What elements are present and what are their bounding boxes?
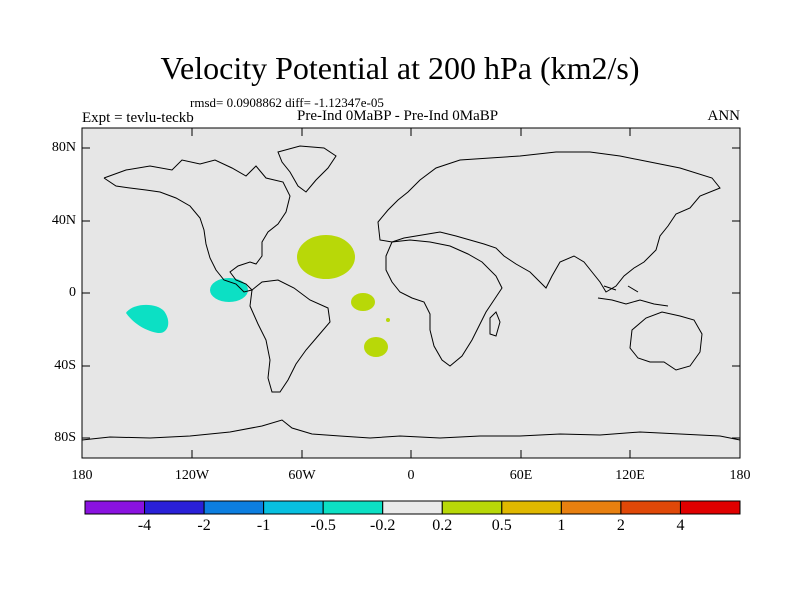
season-label: ANN — [707, 108, 741, 124]
lon-label-120w: 120W — [174, 468, 210, 483]
colorbar-label: 1 — [557, 517, 566, 534]
coast-antarctica — [81, 419, 741, 441]
colorbar-label: -4 — [137, 517, 152, 534]
coast-africa — [385, 239, 503, 367]
map-background — [82, 128, 740, 458]
colorbar-label: -0.5 — [310, 517, 336, 534]
colorbar-label: -0.2 — [370, 517, 396, 534]
contour-region-south-atlantic-positive — [364, 337, 388, 357]
contour-region-atlantic-positive — [297, 235, 355, 279]
colorbar-label: 4 — [676, 517, 685, 534]
colorbar-label: 0.2 — [432, 517, 453, 534]
lat-label-80s: 80S — [54, 430, 76, 445]
lat-label-40n: 40N — [51, 213, 76, 228]
lon-label-0: 0 — [407, 468, 415, 483]
coast-north-america — [103, 159, 291, 293]
stats-line: rmsd= 0.0908862 diff= -1.12347e-05 — [190, 95, 384, 110]
axis-ticks — [82, 128, 740, 458]
colorbar-label: 0.5 — [491, 517, 512, 534]
coast-australia — [629, 311, 703, 371]
lat-label-0: 0 — [69, 285, 76, 300]
lon-label-180w: 180 — [71, 468, 93, 483]
coast-south-america — [249, 279, 331, 393]
contour-speck-positive — [386, 318, 390, 322]
colorbar-label: 2 — [616, 517, 625, 534]
lat-label-40s: 40S — [54, 358, 76, 373]
lon-label-60e: 60E — [509, 468, 533, 483]
lon-label-180e: 180 — [729, 468, 751, 483]
comparison-label: Pre-Ind 0MaBP - Pre-Ind 0MaBP — [297, 108, 499, 124]
lon-label-120e: 120E — [615, 468, 645, 483]
coast-maritime-continent — [597, 285, 669, 307]
contour-region-east-pacific-negative — [210, 278, 248, 302]
colorbar-label: -2 — [197, 517, 211, 534]
contour-region-eq-atlantic-positive — [351, 293, 375, 311]
coast-madagascar — [489, 311, 501, 337]
contour-region-south-pacific-negative — [126, 304, 169, 334]
lat-label-80n: 80N — [51, 140, 76, 155]
coast-europe-asia — [377, 151, 721, 293]
coastlines — [81, 145, 741, 441]
colorbar-label: -1 — [256, 517, 271, 534]
lon-label-60w: 60W — [288, 468, 316, 483]
experiment-label: Expt = tevlu-teckb — [82, 110, 194, 126]
plot-title: Velocity Potential at 200 hPa (km2/s) — [160, 50, 640, 86]
coast-greenland — [277, 145, 337, 193]
